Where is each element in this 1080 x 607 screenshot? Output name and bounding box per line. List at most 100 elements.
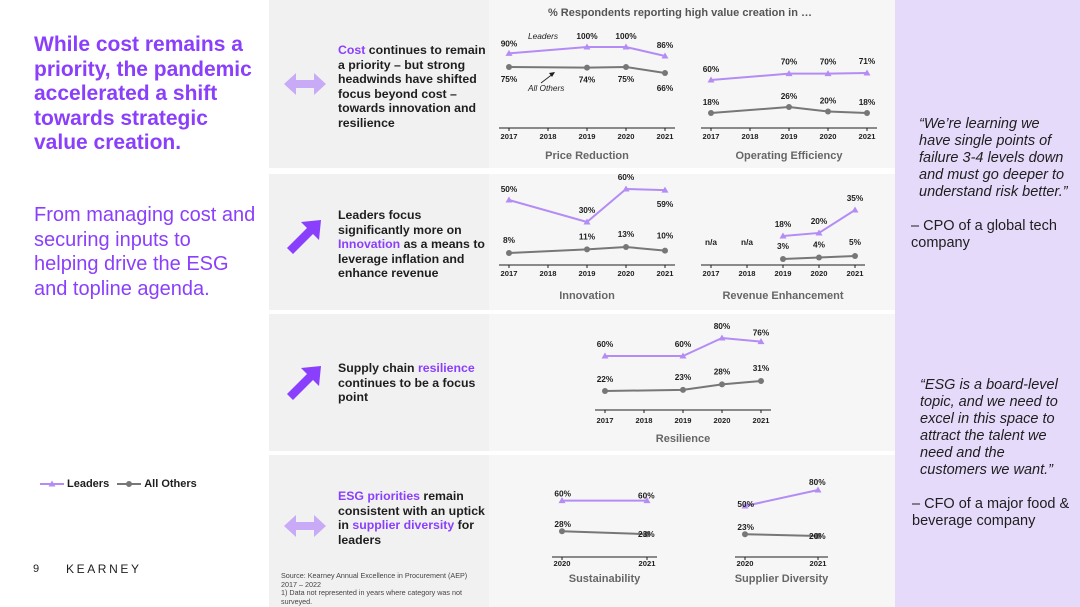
quote-2-text: “ESG is a board-level topic, and we need… [920,377,1058,478]
band-body: Leaders focus significantly more on [338,208,462,237]
price-reduction-others-point [506,64,512,70]
resilience-leaders-line [605,336,762,357]
price-reduction-others-point [662,70,668,76]
band-body: Supply chain [338,361,418,375]
band-highlight: resilience [417,361,475,375]
revenue-enhancement-leaders-point [851,206,859,213]
resilience-leaders-point [718,334,726,341]
price-reduction-leaders-line [508,46,666,57]
operating-efficiency-leaders-line [710,72,868,81]
price-reduction-leaders-point [583,43,591,50]
band-text-resilience: Supply chain resilience continues to be … [338,361,488,405]
annotation-leaders: Leaders [528,31,558,41]
band-body: remain consistent with an uptick in [338,489,485,533]
price-reduction-others-line [508,65,666,74]
innovation-leaders-data-label: 30% [579,205,596,215]
resilience-year-label: 2020 [714,416,731,425]
quote-sidebar [895,0,1080,607]
sustainability-leaders-point [558,497,566,504]
sustainability-leaders-data-label: 60% [638,491,655,501]
sustainability-others-point [644,531,650,538]
operating-efficiency-year-label: 2019 [781,132,798,141]
innovation-others-data-label: 13% [618,229,635,239]
operating-efficiency-leaders-data-label: 70% [820,57,837,67]
band-highlight: supplier diversity [352,518,455,533]
innovation-others-line [508,245,666,254]
resilience-year-label: 2017 [597,416,614,425]
revenue-enhancement-others-data-label: n/a [741,237,753,247]
panel-esg [489,455,895,607]
price-reduction-others-data-label: 66% [657,83,674,93]
innovation-others-data-label: 10% [657,231,674,241]
supplier-diversity-leaders-point [741,502,749,509]
revenue-enhancement-others-data-label: 5% [849,237,862,247]
operating-efficiency-others-data-label: 20% [820,96,837,106]
supplier-diversity-title: Supplier Diversity [735,573,829,585]
revenue-enhancement-others-data-label: n/a [705,237,717,247]
revenue-enhancement-others-data-label: 3% [777,241,790,251]
innovation-others-point [506,250,512,256]
supplier-diversity-year-label: 2020 [737,559,754,568]
sustainability-others-data-label: 28% [554,519,571,529]
price-reduction-others-point [584,64,590,71]
resilience-leaders-data-label: 60% [597,339,614,349]
band-body: as a means to leverage inflation and enh… [338,237,485,281]
revenue-enhancement-year-label: 2018 [739,269,756,278]
operating-efficiency-title: Operating Efficiency [736,150,844,162]
operating-efficiency-leaders-data-label: 70% [781,57,798,67]
price-reduction-year-label: 2021 [657,132,675,141]
price-reduction-others-data-label: 74% [579,75,596,85]
resilience-others-point [680,386,686,393]
supplier-diversity-others-data-label: 20% [809,531,826,541]
operating-efficiency-year-label: 2021 [859,132,877,141]
innovation-leaders-data-label: 50% [501,184,518,194]
supplier-diversity-others-line [744,533,819,537]
band-highlight: ESG priorities [338,489,421,503]
operating-efficiency-others-line [710,105,868,114]
resilience-others-line [604,380,762,392]
operating-efficiency-others-data-label: 18% [859,97,876,107]
resilience-others-data-label: 31% [753,363,770,373]
operating-efficiency-year-label: 2020 [820,132,837,141]
operating-efficiency-others-point [708,110,714,116]
innovation-leaders-point [505,196,513,203]
supplier-diversity-leaders-line [744,489,819,507]
brand-logo: KEARNEY [66,562,142,576]
price-reduction-title: Price Reduction [545,150,629,162]
resilience-year-label: 2021 [753,416,771,425]
legend-others-label: All Others [144,478,197,490]
legend-leaders-marker-icon [40,480,64,487]
operating-efficiency-leaders-point [824,70,832,77]
innovation-leaders-line [508,187,666,224]
supplier-diversity-others-point [815,533,821,539]
annotation-arrowhead-icon [549,72,555,77]
sustainability-year-label: 2020 [554,559,571,568]
annotation-others: All Others [527,83,564,93]
innovation-year-label: 2021 [657,269,675,278]
sustainability-leaders-point [643,497,651,504]
band-text-cost: Cost continues to remain a priority – bu… [338,43,488,131]
price-reduction-year-label: 2017 [501,132,518,141]
price-reduction-leaders-point [505,49,513,56]
operating-efficiency-leaders-data-label: 60% [703,64,720,74]
legend-leaders-label: Leaders [67,478,110,490]
revenue-enhancement-others-point [780,256,786,262]
resilience-others-data-label: 28% [714,366,731,376]
band-body: for leaders [338,518,474,547]
operating-efficiency-year-label: 2018 [742,132,759,141]
operating-efficiency-leaders-point [707,76,715,83]
band-text-esg: ESG priorities remain consistent with an… [338,489,488,547]
chart-annotations: Leaders All Others [527,31,564,93]
sustainability-others-data-label: 23% [638,529,655,539]
operating-efficiency-others-point [864,110,870,116]
supplier-diversity-year-label: 2021 [810,559,828,568]
operating-efficiency-others-data-label: 18% [703,97,720,107]
revenue-enhancement-others-point [852,253,858,259]
supplier-diversity-others-data-label: 23% [737,522,754,532]
resilience-others-data-label: 22% [597,374,614,384]
panel-cost [489,0,895,168]
resilience-leaders-point [757,338,765,345]
panel-innovation [489,174,895,310]
revenue-enhancement-leaders-data-label: 35% [847,193,864,203]
